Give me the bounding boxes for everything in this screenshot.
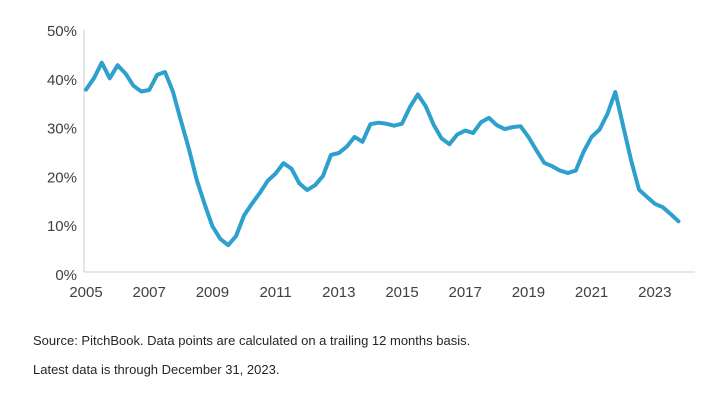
- x-tick-label: 2021: [575, 284, 608, 301]
- x-tick-label: 2023: [638, 284, 671, 301]
- x-tick-label: 2007: [133, 284, 166, 301]
- x-tick-label: 2011: [259, 284, 291, 301]
- source-note: Source: PitchBook. Data points are calcu…: [33, 333, 471, 348]
- y-axis-tick-labels: 0% 10% 20% 30% 40% 50%: [47, 23, 77, 284]
- y-tick-label: 40%: [47, 72, 77, 89]
- y-tick-label: 20%: [47, 169, 77, 186]
- x-tick-label: 2015: [385, 284, 418, 301]
- x-tick-label: 2019: [512, 284, 545, 301]
- footnotes: Source: PitchBook. Data points are calcu…: [33, 333, 719, 378]
- line-chart: 0%10%20%30%40%50% 2005 2007 2009 2011 2013 20…: [47, 23, 695, 301]
- latest-data-note: Latest data is through December 31, 2023…: [33, 362, 280, 377]
- x-tick-label: 2009: [196, 284, 229, 301]
- series-line: [84, 60, 681, 248]
- y-tick-label: 30%: [47, 121, 77, 138]
- y-tick-label: 50%: [47, 23, 77, 40]
- y-tick-label: 0%: [55, 267, 77, 284]
- x-tick-label: 2017: [449, 284, 482, 301]
- y-tick-label: 10%: [47, 218, 77, 235]
- x-axis-tick-labels: 2005 2007 2009 2011 2013 2015 2017 2019 2021 2023: [69, 284, 671, 301]
- x-tick-label: 2005: [69, 284, 102, 301]
- x-tick-label: 2013: [322, 284, 355, 301]
